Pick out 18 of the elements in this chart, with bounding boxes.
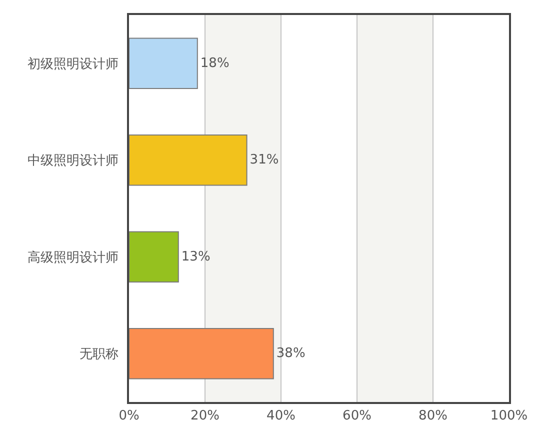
x-tick-label: 100% <box>490 408 528 424</box>
data-label: 38% <box>276 346 306 362</box>
x-tick-label: 80% <box>418 408 448 424</box>
y-tick-label: 中级照明设计师 <box>27 154 118 169</box>
x-tick-label: 40% <box>266 408 296 424</box>
bar <box>129 231 179 283</box>
data-label: 31% <box>250 152 279 168</box>
y-tick-label: 初级照明设计师 <box>27 56 118 72</box>
data-label: 18% <box>200 56 230 71</box>
bar <box>129 328 274 380</box>
bar <box>129 134 248 186</box>
x-tick-label: 60% <box>342 408 372 424</box>
y-tick-label: 高级照明设计师 <box>27 249 118 266</box>
data-label: 13% <box>181 249 210 264</box>
y-tick-label: 无职称 <box>79 347 118 362</box>
x-tick-label: 20% <box>190 408 220 424</box>
x-tick-label: 0% <box>118 408 140 424</box>
bar <box>129 38 198 90</box>
